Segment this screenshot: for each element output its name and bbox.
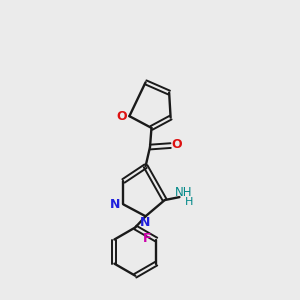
Text: N: N	[110, 198, 120, 211]
Text: F: F	[143, 232, 152, 244]
Text: H: H	[185, 196, 193, 206]
Text: O: O	[117, 110, 127, 123]
Text: NH: NH	[175, 186, 193, 199]
Text: N: N	[140, 216, 150, 229]
Text: O: O	[172, 139, 182, 152]
